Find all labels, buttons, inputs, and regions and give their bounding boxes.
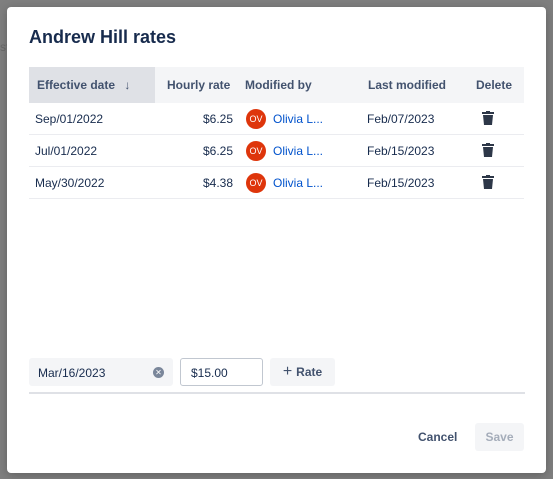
last-modified-cell: Feb/15/2023 xyxy=(367,144,435,158)
effective-date-cell: May/30/2022 xyxy=(35,176,105,190)
trash-icon xyxy=(482,111,494,125)
column-header-hourly-rate[interactable]: Hourly rate xyxy=(167,78,231,92)
clear-icon[interactable]: ✕ xyxy=(153,367,164,378)
hourly-rate-cell: $4.38 xyxy=(202,176,233,190)
background-fragment: st xyxy=(0,40,10,54)
cancel-button[interactable]: Cancel xyxy=(418,430,458,444)
table-row: Jul/01/2022 $6.25 OV Olivia L... Feb/15/… xyxy=(29,135,524,167)
last-modified-cell: Feb/07/2023 xyxy=(367,112,435,126)
plus-icon: + xyxy=(282,363,293,380)
modal-title: Andrew Hill rates xyxy=(29,27,177,47)
modified-by-cell: OV Olivia L... xyxy=(246,173,323,193)
avatar: OV xyxy=(246,141,266,161)
add-rate-label: Rate xyxy=(296,365,323,379)
delete-button[interactable] xyxy=(482,111,494,128)
trash-icon xyxy=(482,175,494,189)
effective-date-cell: Sep/01/2022 xyxy=(35,112,104,126)
rates-table: Effective date ↓ Hourly rate Modified by… xyxy=(29,67,524,199)
column-header-modified-by[interactable]: Modified by xyxy=(245,78,312,92)
hourly-rate-input[interactable]: $15.00 xyxy=(180,358,263,386)
trash-icon xyxy=(482,143,494,157)
user-link[interactable]: Olivia L... xyxy=(273,176,324,190)
add-rate-button[interactable]: + Rate xyxy=(270,358,335,386)
column-header-last-modified[interactable]: Last modified xyxy=(368,78,447,92)
table-header: Effective date ↓ Hourly rate Modified by… xyxy=(29,67,524,103)
delete-button[interactable] xyxy=(482,143,494,160)
table-row: May/30/2022 $4.38 OV Olivia L... Feb/15/… xyxy=(29,167,524,199)
avatar: OV xyxy=(246,109,266,129)
effective-date-cell: Jul/01/2022 xyxy=(35,144,98,158)
hourly-rate-cell: $6.25 xyxy=(202,112,233,126)
last-modified-cell: Feb/15/2023 xyxy=(367,176,435,190)
save-button[interactable]: Save xyxy=(475,423,524,451)
new-rate-editor: Mar/16/2023 ✕ $15.00 + Rate xyxy=(29,358,525,394)
user-link[interactable]: Olivia L... xyxy=(273,144,324,158)
column-header-delete: Delete xyxy=(476,78,513,92)
table-row: Sep/01/2022 $6.25 OV Olivia L... Feb/07/… xyxy=(29,103,524,135)
rates-modal: Andrew Hill rates Effective date ↓ Hourl… xyxy=(7,7,546,473)
hourly-rate-cell: $6.25 xyxy=(202,144,233,158)
effective-date-input[interactable]: Mar/16/2023 ✕ xyxy=(29,358,173,386)
user-link[interactable]: Olivia L... xyxy=(273,112,324,126)
column-label: Effective date xyxy=(37,78,116,92)
column-header-effective-date[interactable]: Effective date ↓ xyxy=(29,67,155,103)
modified-by-cell: OV Olivia L... xyxy=(246,141,323,161)
modified-by-cell: OV Olivia L... xyxy=(246,109,323,129)
delete-button[interactable] xyxy=(482,175,494,192)
avatar: OV xyxy=(246,173,266,193)
arrow-down-icon: ↓ xyxy=(124,78,131,92)
date-input-value: Mar/16/2023 xyxy=(38,366,106,380)
